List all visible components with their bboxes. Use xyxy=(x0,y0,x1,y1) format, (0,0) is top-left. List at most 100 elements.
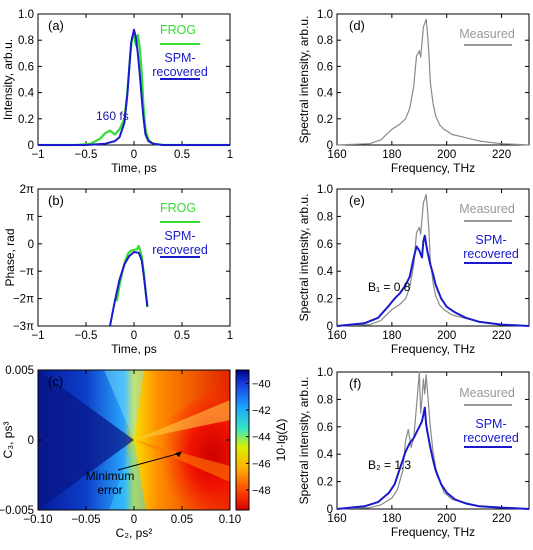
x-tick-label: 180 xyxy=(382,149,401,161)
legend-label: Measured xyxy=(459,202,515,216)
x-tick-label: −1 xyxy=(31,330,44,342)
colorbar-tick-label: −48 xyxy=(252,485,271,497)
y-tick-label: 0.8 xyxy=(317,394,333,406)
panel-label: (d) xyxy=(349,18,365,33)
y-axis-label: Phase, rad xyxy=(3,228,17,286)
legend-label: SPM-recovered xyxy=(463,233,519,261)
legend-label: SPM-recovered xyxy=(463,417,519,445)
legend-label: Measured xyxy=(459,386,515,400)
y-tick-label: 0 xyxy=(327,140,333,152)
y-tick-label: 0.6 xyxy=(18,61,34,73)
x-tick-label: 200 xyxy=(437,513,456,525)
x-tick-label: 0.5 xyxy=(174,330,190,342)
legend-label: SPM-recovered xyxy=(152,229,208,257)
annotation: error xyxy=(97,483,122,497)
y-tick-label: 0.2 xyxy=(317,477,333,489)
y-tick-label: 0.8 xyxy=(18,35,34,47)
panel-c: −40 −42 −44 −46 −48 10·lg(Δ) −0.10 −0.05 0 0.05 0.… xyxy=(0,365,288,540)
y-tick-label: 1.0 xyxy=(18,9,34,21)
y-tick-label: 1.0 xyxy=(317,367,333,379)
x-tick-label: 160 xyxy=(327,513,346,525)
x-axis-label: C₂, ps² xyxy=(116,526,153,540)
minimum-error-arrow xyxy=(117,452,181,471)
y-tick-label: 0.6 xyxy=(317,61,333,73)
legend-label: FROG xyxy=(160,201,196,215)
series-line-frog xyxy=(38,33,230,147)
x-axis-label: Frequency, THz xyxy=(391,161,475,175)
x-tick-label: 200 xyxy=(437,149,456,161)
y-tick-label: 2π xyxy=(20,184,34,196)
annotation: 160 fs xyxy=(96,109,129,123)
x-tick-label: 180 xyxy=(382,513,401,525)
y-tick-label: 0.6 xyxy=(317,422,333,434)
x-tick-label: 200 xyxy=(437,330,456,342)
y-tick-label: 0 xyxy=(28,239,34,251)
annotation: Minimum xyxy=(86,469,135,483)
annotation: B₂ = 1.3 xyxy=(368,458,411,472)
y-tick-label: 0.005 xyxy=(5,365,34,377)
series-line-spm-recovered xyxy=(336,234,530,327)
x-tick-label: −1 xyxy=(31,149,44,161)
x-tick-label: −0.5 xyxy=(75,149,98,161)
y-tick-label: 0.2 xyxy=(317,114,333,126)
panel-label: (c) xyxy=(48,374,63,389)
series-line-measured xyxy=(336,193,530,327)
legend-label: SPM-recovered xyxy=(152,51,208,79)
y-tick-label: 0.2 xyxy=(18,114,34,126)
x-axis-label: Frequency, THz xyxy=(391,525,475,539)
x-tick-label: 0.10 xyxy=(219,514,241,526)
plot-frame xyxy=(336,13,530,146)
series-line-measured xyxy=(336,371,530,510)
y-tick-label: −0.005 xyxy=(0,505,34,517)
plot-frame xyxy=(37,188,231,327)
y-tick-label: 0.4 xyxy=(317,266,334,278)
panel-e: 160 180 200 220 0 0.2 0.4 0.6 0.8 1.0 Frequency, T… xyxy=(297,184,530,356)
y-tick-label: 0.6 xyxy=(317,239,333,251)
y-tick-label: 0.8 xyxy=(317,211,333,223)
panel-b: −1 −0.5 0 0.5 1 −3π −2π −π 0 π 2π Time, ps Phase, ra… xyxy=(3,184,233,356)
panel-label: (b) xyxy=(48,193,64,208)
y-tick-label: 0.8 xyxy=(317,35,333,47)
x-tick-label: 0.5 xyxy=(174,149,190,161)
panel-a: −1 −0.5 0 0.5 1 0 0.2 0.4 0.6 0.8 1.0 Time, ps Inten… xyxy=(1,9,233,175)
heatmap-field xyxy=(38,370,230,510)
x-tick-label: 0 xyxy=(131,149,137,161)
panel-label: (a) xyxy=(48,18,64,33)
y-axis-label: Spectral intensity, arb.u. xyxy=(297,377,311,505)
panel-f: 160 180 200 220 0 0.2 0.4 0.6 0.8 1.0 Frequency, T… xyxy=(297,367,530,539)
x-tick-label: −0.10 xyxy=(23,514,52,526)
x-tick-label: 220 xyxy=(492,330,511,342)
x-tick-label: 180 xyxy=(382,330,401,342)
annotation: B₁ = 0.8 xyxy=(368,280,411,294)
y-axis-label: Spectral intensity, arb.u. xyxy=(297,194,311,322)
y-tick-label: 1.0 xyxy=(317,184,333,196)
y-axis-label: Spectral intensity, arb.u. xyxy=(297,16,311,144)
minimum-error-arrowhead xyxy=(175,451,182,458)
series-line-spm-recovered xyxy=(38,28,230,146)
y-tick-label: −π xyxy=(19,266,34,278)
colorbar xyxy=(235,369,250,511)
x-tick-label: 0 xyxy=(131,514,137,526)
y-axis-label: C₃, ps³ xyxy=(1,422,15,459)
x-tick-label: 220 xyxy=(492,149,511,161)
y-tick-label: π xyxy=(26,211,34,223)
panel-d: 160 180 200 220 0 0.2 0.4 0.6 0.8 1.0 Frequency, T… xyxy=(297,9,530,175)
plot-frame xyxy=(336,188,530,327)
x-tick-label: 160 xyxy=(327,149,346,161)
y-tick-label: 0.4 xyxy=(317,88,334,100)
x-axis-label: Time, ps xyxy=(111,342,157,356)
x-tick-label: 0 xyxy=(131,330,137,342)
y-tick-label: 0.4 xyxy=(317,449,334,461)
y-tick-label: 0 xyxy=(327,504,333,516)
y-tick-label: −2π xyxy=(13,294,34,306)
colorbar-tick-label: −42 xyxy=(252,405,271,417)
colorbar-tick-label: −40 xyxy=(252,378,271,390)
y-axis-label: Intensity, arb.u. xyxy=(1,39,15,120)
panel-label: (e) xyxy=(349,193,365,208)
series-line-spm-recovered xyxy=(109,251,149,327)
y-tick-label: 0.4 xyxy=(18,88,35,100)
series-line-measured xyxy=(336,18,530,146)
colorbar-label: 10·lg(Δ) xyxy=(274,419,288,462)
y-tick-label: 1.0 xyxy=(317,9,333,21)
